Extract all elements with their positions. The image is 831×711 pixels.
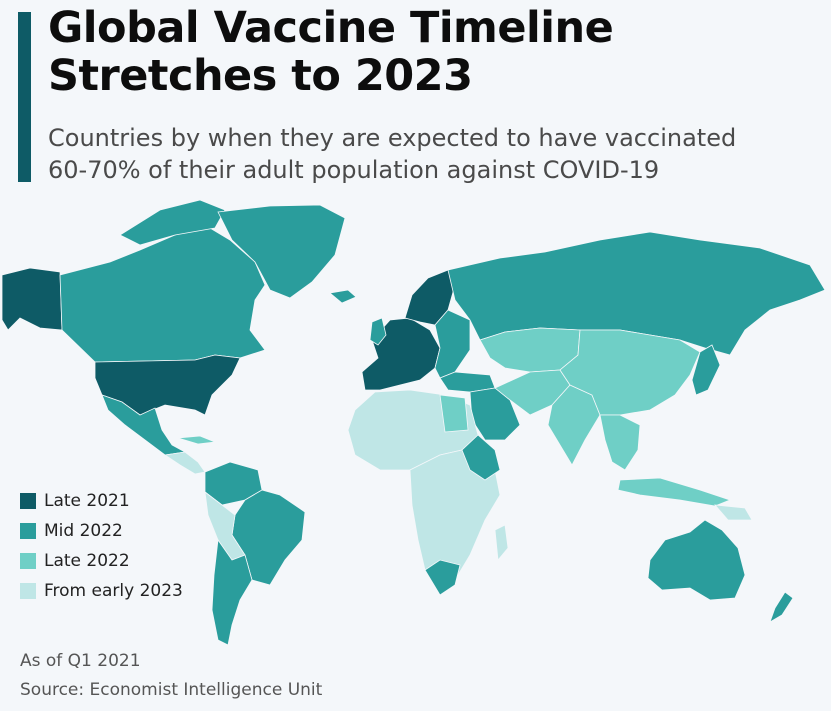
legend-swatch — [20, 583, 36, 599]
region-canada — [59, 224, 266, 363]
legend-label: From early 2023 — [44, 581, 183, 601]
page-subtitle: Countries by when they are expected to h… — [48, 122, 828, 186]
subtitle-line-2: 60-70% of their adult population against… — [48, 156, 660, 184]
legend-label: Late 2021 — [44, 491, 130, 511]
region-mexico — [101, 394, 187, 456]
region-argentina-chile — [211, 538, 253, 646]
region-new-zealand — [769, 591, 794, 623]
legend-item-mid-2022: Mid 2022 — [20, 516, 183, 546]
region-egypt — [439, 394, 469, 433]
region-caribbean — [177, 435, 216, 445]
legend-label: Late 2022 — [44, 551, 130, 571]
region-central-america — [163, 451, 206, 475]
title-line-2: Stretches to 2023 — [48, 51, 473, 101]
region-japan-korea — [691, 344, 721, 396]
as-of-note: As of Q1 2021 — [20, 651, 141, 671]
legend-label: Mid 2022 — [44, 521, 123, 541]
region-eastern-europe — [434, 309, 471, 379]
region-east-africa — [461, 434, 501, 481]
page-title: Global Vaccine Timeline Stretches to 202… — [48, 4, 818, 100]
world-map — [1, 199, 826, 646]
legend-item-late-2022: Late 2022 — [20, 546, 183, 576]
region-indonesia — [617, 477, 732, 507]
legend-item-early-2023: From early 2023 — [20, 576, 183, 606]
legend-swatch — [20, 553, 36, 569]
region-papua — [714, 504, 753, 521]
accent-bar — [18, 12, 31, 182]
subtitle-line-1: Countries by when they are expected to h… — [48, 124, 737, 152]
region-greenland — [217, 204, 346, 299]
legend-swatch — [20, 523, 36, 539]
legend-swatch — [20, 493, 36, 509]
title-line-1: Global Vaccine Timeline — [48, 3, 614, 53]
map-legend: Late 2021 Mid 2022 Late 2022 From early … — [20, 486, 183, 606]
region-australia — [647, 519, 746, 601]
source-note: Source: Economist Intelligence Unit — [20, 680, 323, 700]
region-south-africa — [424, 559, 461, 596]
region-iceland — [329, 289, 357, 304]
region-madagascar — [494, 524, 509, 561]
region-arctic-islands — [119, 199, 226, 246]
region-china — [559, 329, 701, 416]
region-uk — [369, 317, 387, 346]
region-alaska — [1, 267, 63, 331]
legend-item-late-2021: Late 2021 — [20, 486, 183, 516]
region-southeast-asia — [599, 414, 641, 471]
